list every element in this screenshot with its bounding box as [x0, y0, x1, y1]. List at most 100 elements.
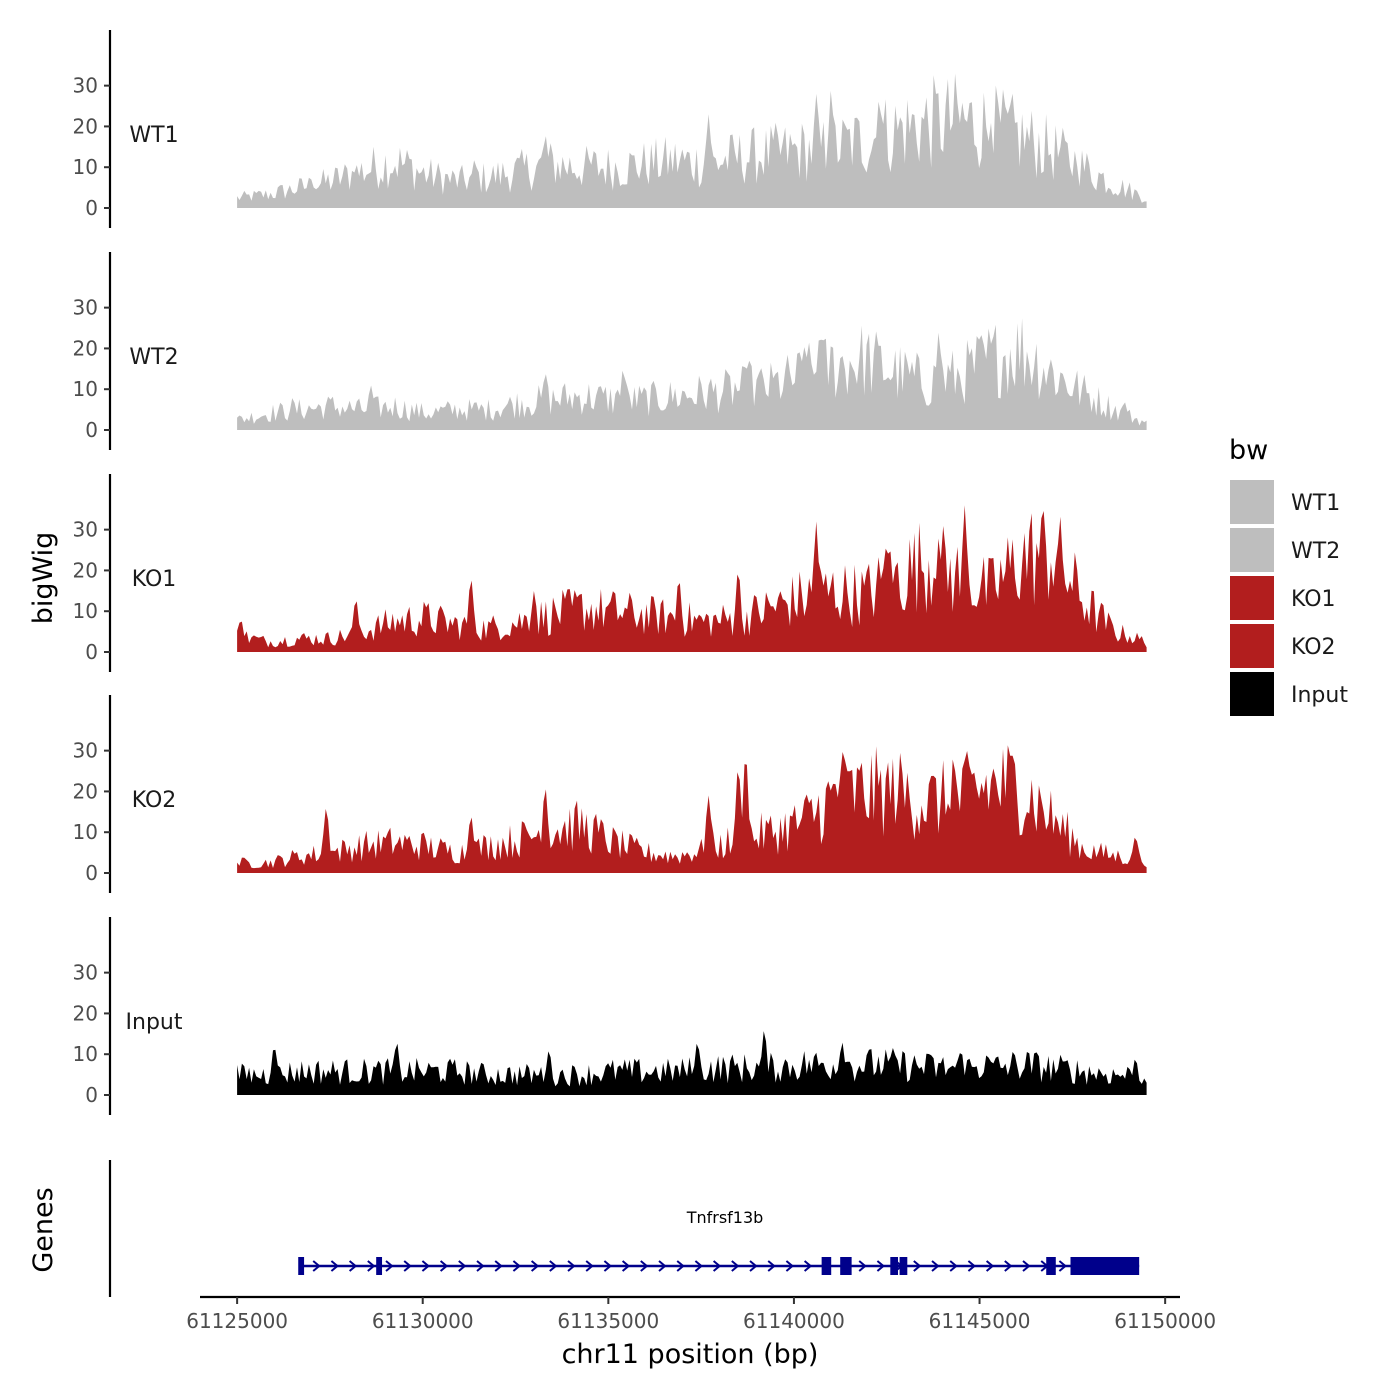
strand-arrow	[421, 1260, 430, 1272]
strand-arrow	[694, 1260, 703, 1272]
strand-arrow	[367, 1260, 376, 1272]
signal-area-input	[237, 1031, 1147, 1095]
tracks-layer: 0 10 20 30 WT1 0 10 20 30 WT2 0 10 20 30 KO1 0 10 20 30 KO2…	[73, 30, 1147, 1115]
legend-label-ko1: KO1	[1291, 587, 1336, 612]
strand-arrow	[712, 1260, 722, 1272]
strand-arrow	[494, 1260, 503, 1272]
strand-arrow	[476, 1260, 485, 1272]
strand-arrow	[785, 1260, 794, 1272]
strand-arrow	[512, 1260, 521, 1272]
strand-arrow	[621, 1260, 631, 1272]
strand-arrow	[330, 1260, 339, 1272]
track-label: KO2	[132, 788, 177, 813]
x-tick-label: 61145000	[929, 1309, 1031, 1333]
gene-exon	[298, 1257, 305, 1275]
y-tick-label: 20	[73, 558, 98, 582]
track-label: KO1	[132, 567, 177, 592]
track-input: 0 10 20 30 Input	[73, 917, 1147, 1115]
y-tick-label: 10	[73, 155, 98, 179]
x-tick-label: 61140000	[743, 1309, 845, 1333]
signal-area-ko1	[237, 505, 1147, 652]
strand-arrow	[1058, 1260, 1067, 1272]
gene-panel-title: Genes	[28, 1187, 59, 1272]
signal-area-ko2	[237, 745, 1147, 873]
y-axis-title: bigWig	[28, 532, 59, 625]
x-tick-label: 61135000	[557, 1309, 659, 1333]
legend-swatch-wt1	[1230, 480, 1274, 524]
y-tick-label: 10	[73, 820, 98, 844]
y-tick-label: 0	[85, 861, 98, 885]
strand-arrow	[658, 1260, 667, 1272]
legend-label-ko2: KO2	[1291, 635, 1336, 660]
strand-arrow	[985, 1260, 995, 1272]
strand-arrow	[385, 1260, 394, 1272]
y-tick-label: 30	[73, 74, 98, 98]
strand-arrow	[403, 1260, 412, 1272]
strand-arrow	[530, 1260, 540, 1272]
x-tick-label: 61130000	[372, 1309, 474, 1333]
strand-arrow	[348, 1260, 358, 1272]
strand-arrow	[767, 1260, 776, 1272]
gene-exon	[1046, 1257, 1056, 1275]
legend-swatch-wt2	[1230, 528, 1274, 572]
track-label: WT2	[129, 345, 178, 370]
strand-arrow	[876, 1260, 885, 1272]
y-tick-label: 20	[73, 1001, 98, 1025]
y-tick-label: 0	[85, 640, 98, 664]
legend-swatch-input	[1230, 672, 1274, 716]
gene-exon-block	[1070, 1257, 1140, 1275]
gene-exon	[840, 1257, 852, 1275]
strand-arrow	[913, 1260, 922, 1272]
y-tick-label: 10	[73, 377, 98, 401]
y-tick-label: 20	[73, 336, 98, 360]
x-axis-title: chr11 position (bp)	[562, 1339, 819, 1370]
track-ko2: 0 10 20 30 KO2	[73, 695, 1147, 893]
strand-arrow	[931, 1260, 940, 1272]
strand-arrow	[749, 1260, 758, 1272]
strand-arrow	[603, 1260, 612, 1272]
legend: bw WT1 WT2 KO1 KO2 Input	[1229, 435, 1348, 716]
strand-arrow	[439, 1260, 449, 1272]
y-tick-label: 0	[85, 196, 98, 220]
x-tick-label: 61150000	[1114, 1309, 1216, 1333]
track-wt1: 0 10 20 30 WT1	[73, 30, 1147, 228]
y-tick-label: 10	[73, 599, 98, 623]
gene-exon	[376, 1257, 383, 1275]
y-tick-label: 0	[85, 418, 98, 442]
strand-arrow	[967, 1260, 976, 1272]
strand-arrow	[858, 1260, 867, 1272]
strand-arrow	[731, 1260, 740, 1272]
strand-arrow	[1004, 1260, 1013, 1272]
strand-arrow	[549, 1260, 558, 1272]
legend-title: bw	[1229, 435, 1268, 466]
legend-swatch-ko2	[1230, 624, 1274, 668]
x-axis: 61125000 61130000 61135000 61140000 61145000…	[186, 1295, 1216, 1333]
gene-exon	[890, 1257, 899, 1275]
y-tick-label: 0	[85, 1083, 98, 1107]
y-tick-label: 10	[73, 1042, 98, 1066]
track-wt2: 0 10 20 30 WT2	[73, 252, 1147, 450]
gene-exon	[821, 1257, 832, 1275]
legend-swatch-ko1	[1230, 576, 1274, 620]
legend-label-wt2: WT2	[1291, 539, 1340, 564]
strand-arrow	[640, 1260, 649, 1272]
track-ko1: 0 10 20 30 KO1	[73, 474, 1147, 672]
strand-arrow	[585, 1260, 594, 1272]
legend-label-wt1: WT1	[1291, 491, 1340, 516]
strand-arrow	[676, 1260, 685, 1272]
strand-arrow	[803, 1260, 813, 1272]
y-tick-label: 30	[73, 296, 98, 320]
strand-arrow	[949, 1260, 958, 1272]
y-tick-label: 20	[73, 779, 98, 803]
track-label: Input	[126, 1010, 183, 1035]
gene-exon	[899, 1257, 908, 1275]
gene-panel: Tnfrsf13b	[108, 1160, 1140, 1297]
strand-arrow	[312, 1260, 321, 1272]
track-label: WT1	[129, 123, 178, 148]
strand-arrow	[1022, 1260, 1031, 1272]
y-tick-label: 30	[73, 961, 98, 985]
y-tick-label: 30	[73, 739, 98, 763]
y-tick-label: 30	[73, 518, 98, 542]
y-tick-label: 20	[73, 114, 98, 138]
